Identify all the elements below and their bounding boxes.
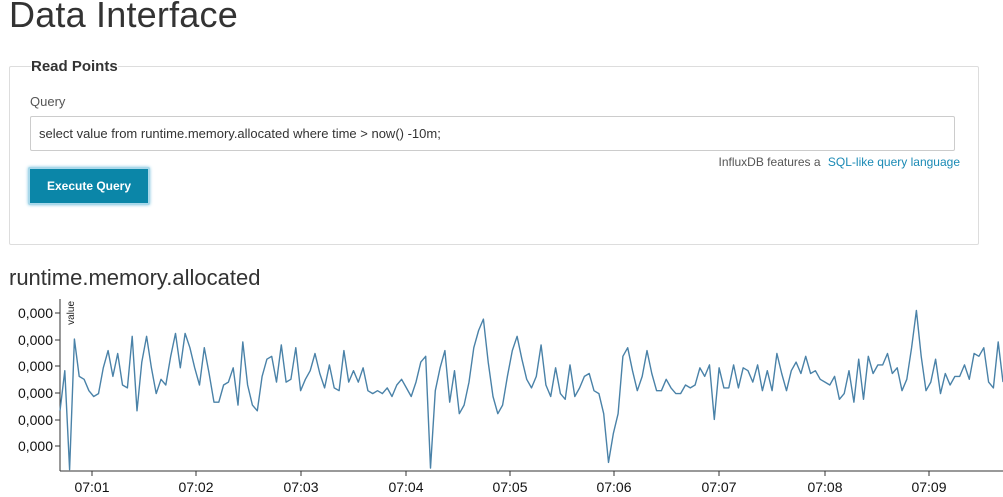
y-tick-label: 0,000	[18, 332, 53, 348]
y-tick-label: 0,000	[18, 305, 53, 321]
x-tick-label: 07:05	[492, 479, 527, 495]
y-tick-label: 0,000	[18, 412, 53, 428]
query-input[interactable]	[30, 116, 955, 151]
hint-text: InfluxDB features a	[718, 155, 821, 169]
query-label: Query	[30, 94, 66, 109]
x-tick-label: 07:08	[807, 479, 842, 495]
x-tick-label: 07:07	[701, 479, 736, 495]
y-tick-label: 0,000	[18, 358, 53, 374]
page-title: Data Interface	[9, 0, 238, 35]
execute-query-button[interactable]: Execute Query	[28, 167, 150, 205]
x-tick-label: 07:02	[178, 479, 213, 495]
x-tick-label: 07:04	[388, 479, 423, 495]
series-title: runtime.memory.allocated	[9, 265, 261, 290]
sql-like-query-language-link[interactable]: SQL-like query language	[827, 155, 960, 169]
x-tick-label: 07:01	[74, 479, 109, 495]
query-language-hint: InfluxDB features a SQL-like query langu…	[719, 155, 961, 169]
y-tick-label: 0,000	[18, 438, 53, 454]
x-tick-label: 07:06	[596, 479, 631, 495]
read-points-panel: Read Points Query InfluxDB features a SQ…	[9, 58, 979, 245]
series-line	[59, 309, 1003, 471]
read-points-legend: Read Points	[31, 58, 118, 75]
y-tick-label: 0,000	[18, 385, 53, 401]
x-tick-label: 07:09	[911, 479, 946, 495]
line-chart: 0,000 0,000 0,000 0,000 0,000 0,000 value 07:01…	[18, 299, 1003, 495]
y-axis-label: value	[66, 301, 77, 325]
x-tick-label: 07:03	[283, 479, 318, 495]
